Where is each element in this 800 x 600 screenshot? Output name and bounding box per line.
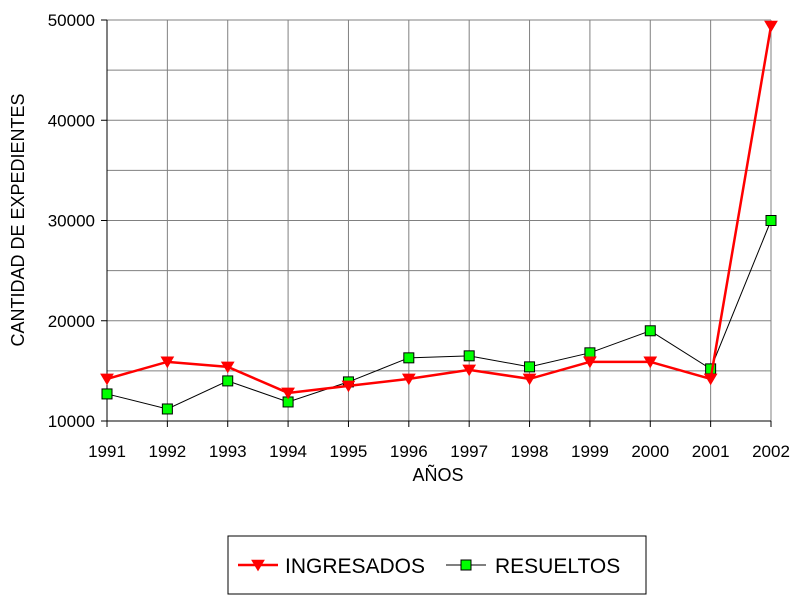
x-tick-label: 1998	[511, 442, 549, 461]
x-tick-label: 1999	[571, 442, 609, 461]
data-point-resueltos	[463, 350, 475, 362]
data-point-ingresados	[281, 387, 295, 400]
data-point-ingresados	[160, 356, 175, 369]
data-point-resueltos	[403, 352, 415, 364]
axes	[101, 19, 772, 427]
y-axis-title: CANTIDAD DE EXPEDIENTES	[8, 93, 28, 346]
series-group	[100, 20, 778, 415]
x-tick-label: 1996	[390, 442, 428, 461]
x-tick-label: 1994	[269, 442, 307, 461]
data-point-resueltos	[161, 403, 173, 415]
x-tick-label: 2001	[692, 442, 730, 461]
y-tick-label: 30000	[48, 212, 95, 231]
series-line-ingresados	[106, 25, 773, 395]
x-tick-label: 2002	[752, 442, 790, 461]
y-tick-label: 40000	[48, 111, 95, 130]
y-tick-label: 50000	[48, 11, 95, 30]
y-tick-labels: 10000 20000 30000 40000 50000	[48, 11, 95, 431]
x-tick-label: 1993	[209, 442, 247, 461]
data-point-ingresados	[703, 373, 718, 386]
data-point-resueltos	[765, 215, 777, 226]
legend-label-resueltos: RESUELTOS	[495, 555, 620, 578]
x-tick-label: 1995	[330, 442, 368, 461]
grid-lines	[107, 19, 772, 421]
data-point-ingresados	[643, 356, 658, 369]
data-point-ingresados	[100, 373, 114, 386]
x-tick-labels: 1991 1992 1993 1994 1995 1996 1997 1998 1999 2000…	[88, 442, 790, 461]
data-point-ingresados	[764, 20, 778, 33]
legend-marker-resueltos	[460, 559, 472, 571]
data-point-resueltos	[584, 347, 596, 359]
x-tick-label: 2000	[631, 442, 669, 461]
series-line-resueltos	[106, 220, 772, 410]
legend-marker-ingresados	[251, 559, 265, 572]
data-point-ingresados	[462, 364, 477, 377]
data-point-resueltos	[644, 325, 656, 337]
data-point-resueltos	[524, 361, 536, 373]
x-axis-title: AÑOS	[412, 464, 463, 485]
legend-label-ingresados: INGRESADOS	[285, 555, 425, 578]
data-point-resueltos	[222, 375, 234, 387]
y-tick-label: 10000	[48, 412, 95, 431]
data-point-ingresados	[401, 373, 416, 386]
data-point-ingresados	[522, 373, 537, 386]
x-tick-label: 1991	[88, 442, 126, 461]
legend-box	[227, 535, 647, 595]
data-point-ingresados	[341, 380, 356, 393]
data-point-ingresados	[220, 361, 235, 374]
x-tick-label: 1997	[450, 442, 488, 461]
legend: INGRESADOS RESUELTOS	[227, 535, 647, 595]
y-tick-label: 20000	[48, 312, 95, 331]
data-point-resueltos	[101, 388, 113, 400]
data-point-ingresados	[583, 356, 597, 369]
x-tick-label: 1992	[148, 442, 186, 461]
